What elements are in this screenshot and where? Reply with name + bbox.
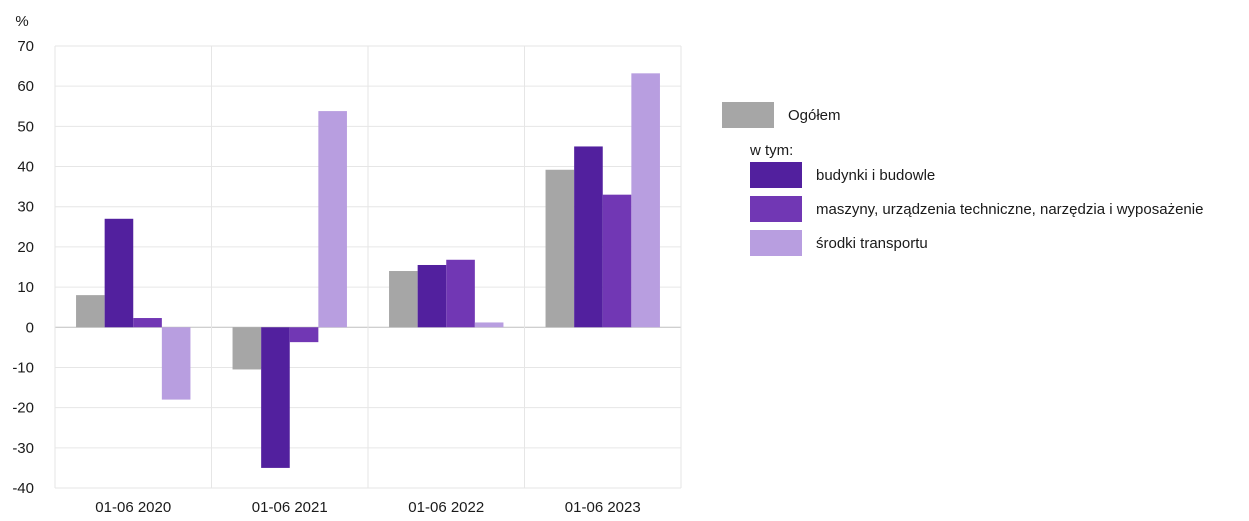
x-tick-label: 01-06 2023	[565, 499, 641, 516]
bar-2-4	[574, 146, 603, 328]
y-tick-label: -30	[12, 440, 34, 457]
bar-1-1	[76, 295, 105, 328]
y-tick-label: 40	[17, 159, 34, 176]
y-tick-label: -40	[12, 480, 34, 497]
y-tick-label: 60	[17, 78, 34, 95]
x-tick-labels: 01-06 2020 01-06 2021 01-06 2022 01-06 2023	[95, 499, 640, 516]
bar-4-2	[318, 111, 347, 328]
bar-3-1	[133, 318, 162, 328]
y-tick-label: -10	[12, 359, 34, 376]
legend-label-total: Ogółem	[788, 106, 841, 124]
y-tick-label: 50	[17, 118, 34, 135]
y-tick-label: -20	[12, 400, 34, 417]
legend-swatch-buildings	[750, 162, 802, 188]
x-tick-label: 01-06 2022	[408, 499, 484, 516]
bar-1-4	[545, 169, 575, 328]
legend-label-buildings: budynki i budowle	[816, 166, 936, 184]
legend-item-total: Ogółem	[722, 102, 841, 128]
legend-item-machinery: maszyny, urządzenia techniczne, narzędzi…	[750, 196, 1203, 222]
bars	[76, 73, 660, 468]
bar-4-4	[631, 73, 660, 328]
bar-2-2	[261, 327, 290, 468]
bar-2-3	[417, 264, 447, 328]
y-tick-label: 0	[26, 319, 34, 336]
y-ticks: 70 60 50 40 30 20 10 0 -10 -20 -30 -40	[12, 38, 34, 497]
y-tick-label: 30	[17, 199, 34, 216]
legend-subheading: w tym:	[750, 142, 794, 159]
legend-item-buildings: budynki i budowle	[750, 162, 935, 188]
legend-swatch-machinery	[750, 196, 802, 222]
y-axis-label: %	[15, 13, 28, 30]
bar-3-4	[602, 194, 632, 328]
bar-3-3	[446, 259, 475, 328]
legend-swatch-transport	[750, 230, 802, 256]
legend-label-machinery: maszyny, urządzenia techniczne, narzędzi…	[816, 200, 1204, 218]
bar-1-3	[389, 271, 418, 328]
x-tick-label: 01-06 2020	[95, 499, 171, 516]
bar-3-2	[289, 327, 319, 343]
bar-2-1	[104, 218, 134, 328]
legend-swatch-total	[722, 102, 774, 128]
gridlines	[54, 45, 682, 489]
legend-item-transport: środki transportu	[750, 230, 928, 256]
y-tick-label: 70	[17, 38, 34, 55]
x-tick-label: 01-06 2021	[252, 499, 328, 516]
bar-4-1	[161, 327, 191, 400]
y-tick-label: 10	[17, 279, 34, 296]
bar-1-2	[232, 327, 262, 370]
legend-label-transport: środki transportu	[816, 234, 928, 252]
bar-4-3	[474, 322, 504, 328]
y-tick-label: 20	[17, 239, 34, 256]
